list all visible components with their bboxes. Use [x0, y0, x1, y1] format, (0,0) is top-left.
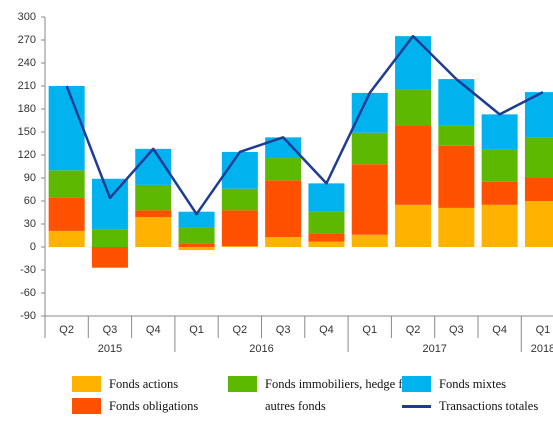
- legend-swatch: [72, 398, 101, 414]
- bar: [308, 241, 345, 247]
- y-tick-label: 60: [24, 195, 36, 207]
- legend-label: Transactions totales: [439, 399, 539, 413]
- x-tick-label: Q4: [319, 324, 334, 336]
- bar: [178, 227, 215, 244]
- y-tick-label: 90: [24, 172, 36, 184]
- legend-item: Fonds actions: [72, 376, 259, 395]
- bar: [481, 149, 518, 182]
- legend-item: Fonds immobiliers, hedge funds, autres f…: [228, 376, 430, 417]
- bar: [481, 204, 518, 247]
- bar: [265, 137, 302, 159]
- bar: [48, 86, 85, 171]
- y-tick-label: 180: [18, 103, 36, 115]
- bar: [481, 181, 518, 205]
- legend-swatch: [72, 376, 101, 392]
- y-tick-label: 300: [18, 11, 36, 23]
- bar: [524, 137, 553, 178]
- x-tick-label: Q1: [362, 324, 377, 336]
- y-tick-label: -60: [20, 287, 36, 299]
- legend: Fonds actions Fonds obligations Fonds immo…: [0, 372, 553, 435]
- year-label: 2016: [249, 343, 273, 355]
- bar: [395, 204, 432, 247]
- bar: [265, 158, 302, 181]
- bar: [91, 178, 128, 230]
- legend-swatch: [402, 398, 431, 414]
- bar: [481, 114, 518, 150]
- x-tick-label: Q2: [233, 324, 248, 336]
- bar: [48, 170, 85, 198]
- x-tick-label: Q1: [536, 324, 551, 336]
- bar: [178, 211, 215, 228]
- legend-swatch: [228, 376, 257, 392]
- y-tick-label: 30: [24, 218, 36, 230]
- bar: [524, 201, 553, 247]
- bar: [524, 178, 553, 201]
- bar: [351, 92, 388, 133]
- chart: -90 -60 -30 0 30 60 90 120 150 180 210 240 270 300 Q2 Q…: [18, 11, 553, 355]
- bar: [308, 211, 345, 234]
- bar: [91, 247, 128, 268]
- bar: [48, 197, 85, 231]
- bar: [178, 243, 215, 247]
- bar: [308, 233, 345, 242]
- year-label: 2017: [422, 343, 446, 355]
- legend-label: Fonds immobiliers, hedge funds, autres f…: [265, 377, 430, 413]
- y-tick-label: -30: [20, 264, 36, 276]
- x-tick-label: Q3: [276, 324, 291, 336]
- y-tick-label: 240: [18, 57, 36, 69]
- y-tick-label: 150: [18, 126, 36, 138]
- bar: [265, 180, 302, 238]
- year-label: 2018: [531, 343, 553, 355]
- bar: [48, 230, 85, 247]
- bar: [438, 207, 475, 247]
- bar: [221, 246, 258, 247]
- x-tick-label: Q1: [189, 324, 204, 336]
- y-tick-label: 270: [18, 34, 36, 46]
- bar: [395, 36, 432, 90]
- x-tick-label: Q2: [59, 324, 74, 336]
- bar: [178, 247, 215, 251]
- bar: [308, 183, 345, 212]
- bar: [221, 188, 258, 211]
- bar: [438, 145, 475, 208]
- x-tick-label: Q4: [492, 324, 507, 336]
- bar: [351, 132, 388, 165]
- y-tick-label: 0: [30, 241, 36, 253]
- y-tick-label: 210: [18, 80, 36, 92]
- bar: [265, 237, 302, 247]
- x-tick-label: Q2: [406, 324, 421, 336]
- x-tick-label: Q3: [449, 324, 464, 336]
- legend-item: Fonds mixtes: [402, 376, 553, 395]
- x-tick-label: Q4: [146, 324, 161, 336]
- legend-label: Fonds actions: [109, 377, 179, 391]
- legend-label: Fonds mixtes: [439, 377, 507, 391]
- bar: [438, 125, 475, 146]
- bar: [221, 210, 258, 247]
- year-label: 2015: [98, 343, 122, 355]
- bar: [91, 229, 128, 247]
- legend-item: Transactions totales: [402, 398, 553, 417]
- legend-swatch: [402, 376, 431, 392]
- bar: [438, 79, 475, 126]
- bar: [135, 210, 172, 218]
- bar: [351, 234, 388, 247]
- line: [65, 34, 544, 216]
- y-tick-label: -90: [20, 310, 36, 322]
- bar: [395, 89, 432, 126]
- bar: [135, 184, 172, 211]
- legend-item: Fonds obligations: [72, 398, 259, 417]
- bar: [395, 125, 432, 205]
- y-tick-label: 120: [18, 149, 36, 161]
- bar: [135, 217, 172, 247]
- legend-label: Fonds obligations: [109, 399, 199, 413]
- bar: [351, 164, 388, 235]
- x-tick-label: Q3: [103, 324, 118, 336]
